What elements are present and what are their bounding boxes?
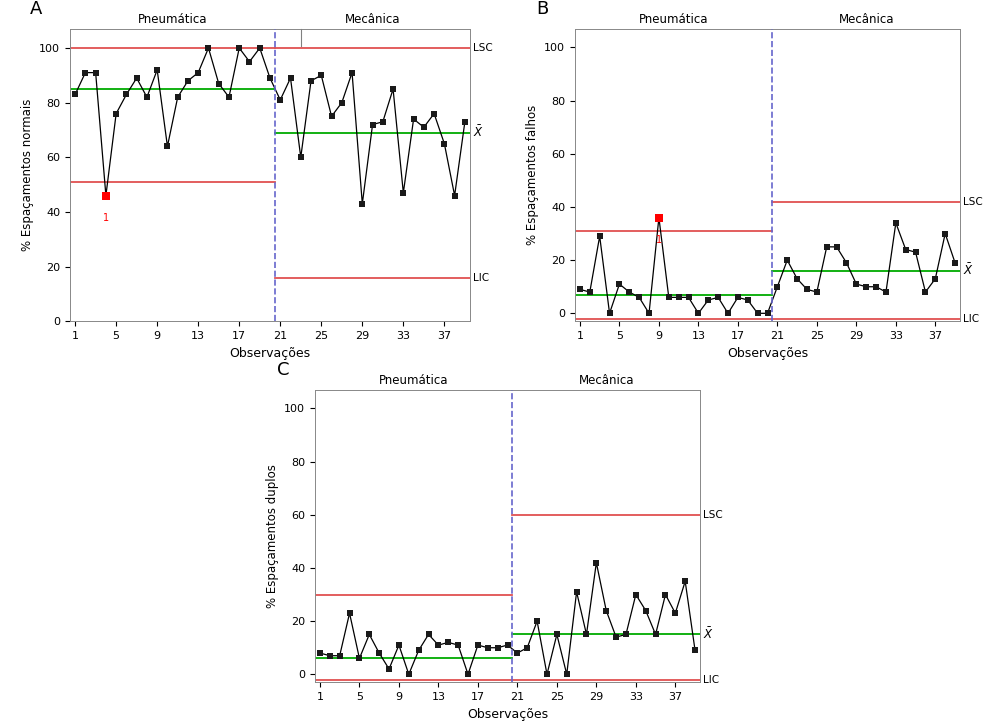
Text: 1: 1 bbox=[656, 235, 662, 245]
Text: B: B bbox=[536, 0, 549, 17]
Text: Mecânica: Mecânica bbox=[578, 374, 634, 387]
Y-axis label: % Espaçamentos normais: % Espaçamentos normais bbox=[21, 99, 34, 251]
Text: 1: 1 bbox=[103, 213, 109, 223]
Text: $\bar{X}$: $\bar{X}$ bbox=[963, 263, 974, 279]
Text: Pneumática: Pneumática bbox=[379, 374, 448, 387]
Text: $\bar{X}$: $\bar{X}$ bbox=[473, 125, 484, 141]
Text: LIC: LIC bbox=[473, 273, 489, 282]
Y-axis label: % Espaçamentos falhos: % Espaçamentos falhos bbox=[526, 105, 539, 245]
Text: LSC: LSC bbox=[963, 196, 983, 206]
Text: $\bar{X}$: $\bar{X}$ bbox=[703, 627, 714, 642]
X-axis label: Observações: Observações bbox=[727, 347, 808, 360]
Text: LIC: LIC bbox=[703, 674, 719, 684]
Text: Mecânica: Mecânica bbox=[838, 13, 894, 26]
Text: LSC: LSC bbox=[703, 510, 723, 520]
Text: C: C bbox=[276, 360, 289, 378]
X-axis label: Observações: Observações bbox=[229, 347, 311, 360]
X-axis label: Observações: Observações bbox=[467, 708, 548, 721]
Text: Pneumática: Pneumática bbox=[639, 13, 708, 26]
Y-axis label: % Espaçamentos duplos: % Espaçamentos duplos bbox=[266, 464, 279, 608]
Text: LIC: LIC bbox=[963, 313, 979, 323]
Text: LSC: LSC bbox=[473, 43, 493, 53]
Text: Pneumática: Pneumática bbox=[138, 13, 207, 26]
Text: A: A bbox=[30, 0, 42, 17]
Text: Mecânica: Mecânica bbox=[345, 13, 400, 26]
